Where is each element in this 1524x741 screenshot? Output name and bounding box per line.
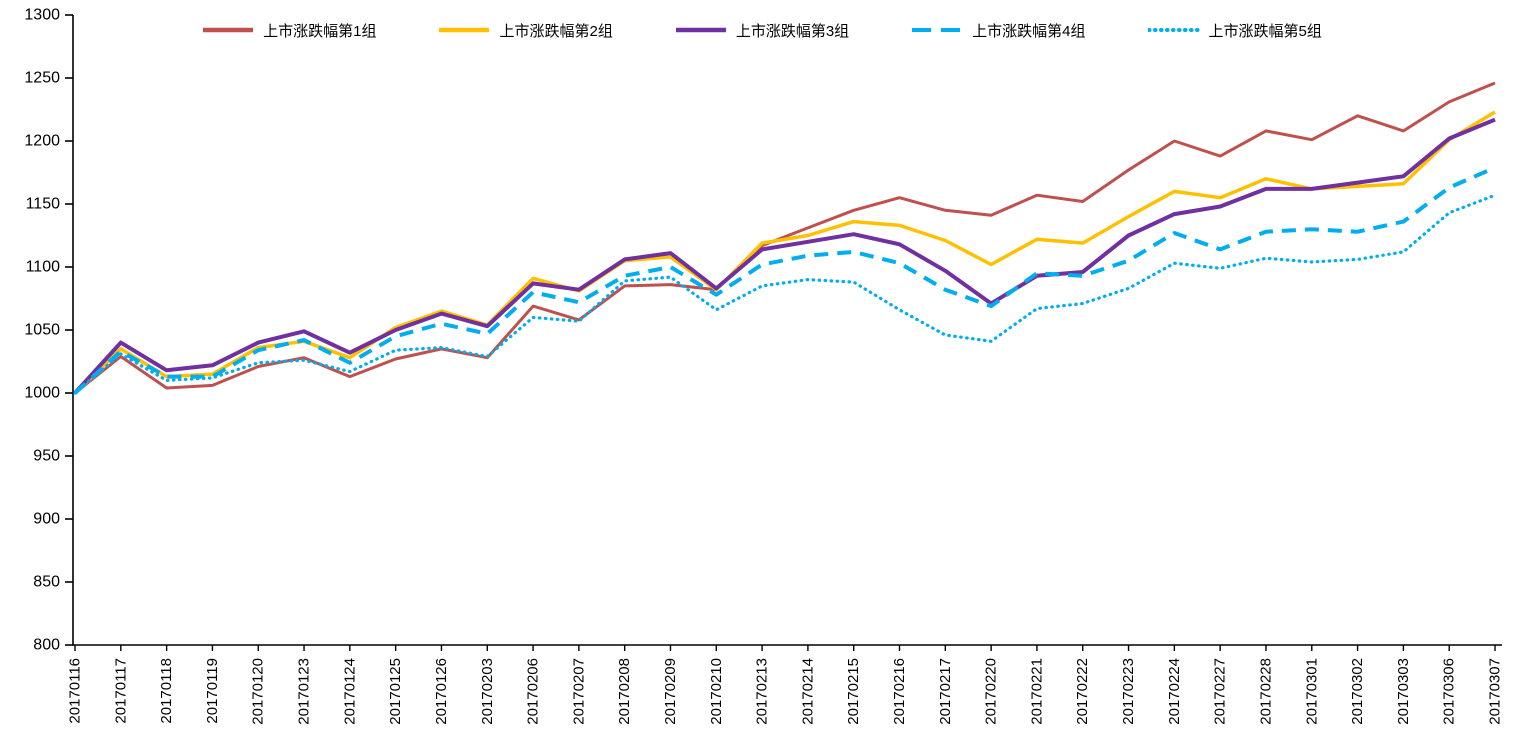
x-tick-label: 20170217 xyxy=(937,658,954,725)
series-3-line xyxy=(73,117,1496,395)
x-tick-label: 20170221 xyxy=(1028,658,1045,725)
x-tick-label: 20170222 xyxy=(1074,658,1091,725)
x-tick-label: 20170117 xyxy=(112,658,129,724)
x-tick-label: 20170220 xyxy=(983,658,1000,725)
chart-legend: 上市涨跌幅第1组 上市涨跌幅第2组 上市涨跌幅第3组 上市涨跌幅第4组 上市涨跌幅第5组 xyxy=(0,16,1524,44)
y-tick-label: 900 xyxy=(33,511,60,528)
x-tick-label: 20170119 xyxy=(204,658,221,724)
y-tick-label: 1300 xyxy=(24,7,60,24)
x-tick-label: 20170125 xyxy=(387,658,404,725)
x-tick-label: 20170215 xyxy=(845,658,862,725)
x-tick-label: 20170228 xyxy=(1257,658,1274,725)
x-axis: 20170116 20170117 20170118 20170119 20170120… xyxy=(67,645,1504,725)
x-tick-label: 20170223 xyxy=(1120,658,1137,725)
x-tick-label: 20170302 xyxy=(1349,658,1366,725)
series-2-line xyxy=(73,110,1496,395)
x-tick-label: 20170307 xyxy=(1487,658,1504,725)
y-tick-label: 950 xyxy=(33,448,60,465)
x-tick-label: 20170214 xyxy=(799,658,816,725)
axis-lines xyxy=(72,15,1502,646)
legend-item-4: 上市涨跌幅第4组 xyxy=(911,20,1086,41)
x-tick-label: 20170126 xyxy=(433,658,450,725)
x-tick-label: 20170120 xyxy=(250,658,267,725)
y-tick-label: 1200 xyxy=(24,133,60,150)
x-tick-label: 20170224 xyxy=(1166,658,1183,725)
legend-line-sample-3 xyxy=(675,27,726,33)
x-tick-label: 20170118 xyxy=(158,658,175,724)
series-lines xyxy=(73,81,1497,395)
legend-line-sample-1 xyxy=(203,27,254,33)
legend-item-5: 上市涨跌幅第5组 xyxy=(1147,20,1322,41)
legend-line-sample-4 xyxy=(912,28,963,32)
legend-line-sample-2 xyxy=(439,27,490,33)
y-tick-label: 1000 xyxy=(24,385,60,402)
x-tick-label: 20170210 xyxy=(708,658,725,725)
y-tick-label: 1050 xyxy=(24,322,60,339)
legend-label-5: 上市涨跌幅第5组 xyxy=(1208,22,1322,40)
x-tick-label: 20170206 xyxy=(525,658,542,725)
series-4-line xyxy=(73,165,1496,395)
legend-label-4: 上市涨跌幅第4组 xyxy=(972,22,1086,40)
x-tick-label: 20170306 xyxy=(1441,658,1458,725)
y-tick-label: 1100 xyxy=(26,259,61,276)
x-tick-label: 20170123 xyxy=(296,658,313,725)
y-axis: 800 850 900 950 1000 1050 1100 1150 1200 1250 1300 xyxy=(24,7,73,654)
legend-item-1: 上市涨跌幅第1组 xyxy=(202,20,376,41)
legend-label-1: 上市涨跌幅第1组 xyxy=(263,22,377,40)
x-tick-label: 20170116 xyxy=(67,658,84,724)
legend-item-3: 上市涨跌幅第3组 xyxy=(675,20,849,41)
x-tick-label: 20170207 xyxy=(570,658,587,725)
y-tick-label: 1150 xyxy=(26,196,61,213)
x-tick-label: 20170209 xyxy=(662,658,679,725)
series-1-line xyxy=(74,81,1496,395)
legend-item-2: 上市涨跌幅第2组 xyxy=(438,20,613,41)
x-tick-label: 20170303 xyxy=(1395,658,1412,725)
x-tick-label: 20170124 xyxy=(341,658,358,725)
y-tick-label: 1250 xyxy=(24,70,60,87)
x-tick-label: 20170227 xyxy=(1212,658,1229,725)
legend-label-3: 上市涨跌幅第3组 xyxy=(735,22,850,40)
x-tick-label: 20170203 xyxy=(479,658,496,725)
x-tick-label: 20170301 xyxy=(1303,658,1320,725)
y-tick-label: 800 xyxy=(33,637,60,654)
x-tick-label: 20170216 xyxy=(891,658,908,725)
x-tick-label: 20170213 xyxy=(754,658,771,725)
x-tick-label: 20170208 xyxy=(616,658,633,725)
y-tick-label: 850 xyxy=(33,574,60,591)
legend-line-sample-5 xyxy=(1147,28,1200,32)
series-5-line xyxy=(73,193,1497,395)
legend-label-2: 上市涨跌幅第2组 xyxy=(499,22,613,40)
